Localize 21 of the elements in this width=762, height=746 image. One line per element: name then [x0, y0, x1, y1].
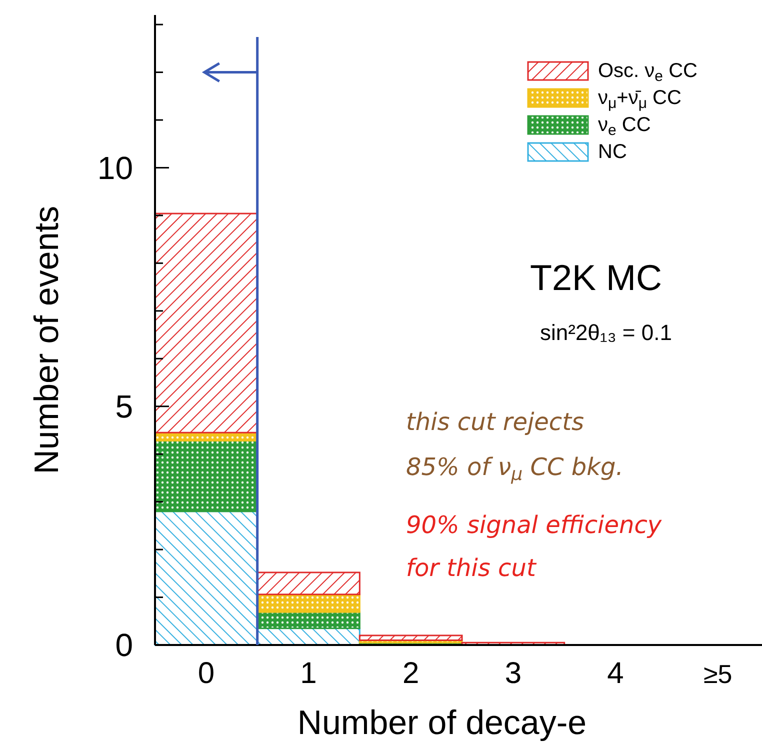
y-tick-label: 10: [97, 150, 133, 186]
x-tick-label: 2: [402, 657, 420, 690]
annotation: for this cut: [406, 554, 538, 582]
x-axis-title: Number of decay-e: [297, 704, 587, 742]
x-tick-label: 1: [300, 657, 317, 690]
legend-label: ν$_{e}$ CC: [598, 114, 651, 139]
annotation: T2K MC: [530, 257, 662, 298]
legend-label: NC: [598, 141, 627, 163]
y-tick-label: 5: [115, 388, 133, 425]
legend-label: Osc. ν$_{e}$ CC: [598, 60, 698, 85]
legend-label: ν$_{μ}$+ν̄$_{μ}$ CC: [598, 87, 682, 112]
x-tick-label: 3: [504, 657, 522, 690]
y-tick-label: 0: [115, 627, 133, 664]
x-tick-label: 0: [198, 657, 215, 690]
annotation: sin²2θ₁₃ = 0.1: [540, 320, 672, 345]
annotation: this cut rejects: [406, 408, 584, 436]
x-tick-label: 4: [607, 657, 624, 690]
annotation: 90% signal efficiency: [406, 511, 662, 539]
y-axis-title: Number of events: [28, 206, 66, 474]
x-tick-label: ≥5: [703, 659, 732, 689]
annotation: 85% of ν$_{μ}$ CC bkg.: [406, 453, 624, 484]
